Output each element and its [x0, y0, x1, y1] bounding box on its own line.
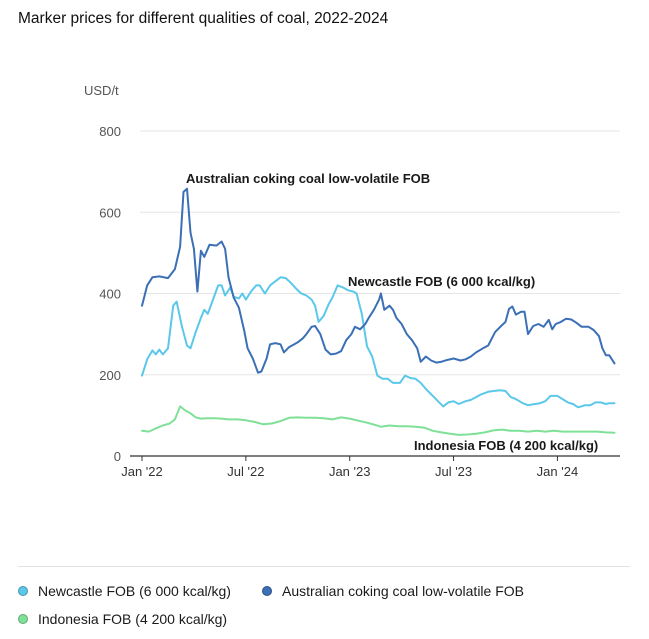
legend-label-indonesia: Indonesia FOB (4 200 kcal/kg): [38, 611, 228, 627]
series-label-australian: Australian coking coal low-volatile FOB: [186, 171, 430, 186]
series-lines: [141, 187, 616, 436]
x-tick-label-2: Jan '23: [329, 464, 371, 479]
chart-title: Marker prices for different qualities of…: [18, 10, 389, 27]
y-tick-label-0: 0: [114, 449, 121, 464]
legend-swatch-newcastle: [18, 586, 28, 596]
y-tick-label-200: 200: [99, 368, 121, 383]
line-chart: 0 200 400 600 800 Jan '22 Jul '22 Jan '23 Jul '…: [84, 83, 620, 479]
x-axis-ticks: Jan '22 Jul '22 Jan '23 Jul '23 Jan '24: [121, 456, 578, 479]
legend-label-newcastle: Newcastle FOB (6 000 kcal/kg): [38, 583, 231, 599]
legend-divider: [18, 566, 630, 567]
y-tick-label-600: 600: [99, 205, 121, 220]
y-axis-ticks: 0 200 400 600 800: [99, 124, 121, 464]
y-tick-label-400: 400: [99, 287, 121, 302]
x-tick-label-0: Jan '22: [121, 464, 163, 479]
x-tick-label-3: Jul '23: [435, 464, 472, 479]
series-labels: Australian coking coal low-volatile FOB N…: [186, 171, 598, 453]
series-line-australian: [141, 187, 616, 374]
y-tick-label-800: 800: [99, 124, 121, 139]
series-label-newcastle: Newcastle FOB (6 000 kcal/kg): [348, 274, 535, 289]
series-line-indonesia: [141, 405, 616, 436]
y-axis-label: USD/t: [84, 83, 119, 98]
legend-item-australian[interactable]: Australian coking coal low-volatile FOB: [262, 583, 524, 599]
series-line-newcastle: [141, 276, 616, 409]
legend-swatch-indonesia: [18, 614, 28, 624]
legend-item-indonesia[interactable]: Indonesia FOB (4 200 kcal/kg): [18, 611, 227, 627]
x-tick-label-1: Jul '22: [227, 464, 264, 479]
legend-label-australian: Australian coking coal low-volatile FOB: [282, 583, 524, 599]
x-tick-label-4: Jan '24: [537, 464, 579, 479]
legend-swatch-australian: [262, 586, 272, 596]
legend-item-newcastle[interactable]: Newcastle FOB (6 000 kcal/kg): [18, 583, 231, 599]
series-label-indonesia: Indonesia FOB (4 200 kcal/kg): [414, 438, 598, 453]
